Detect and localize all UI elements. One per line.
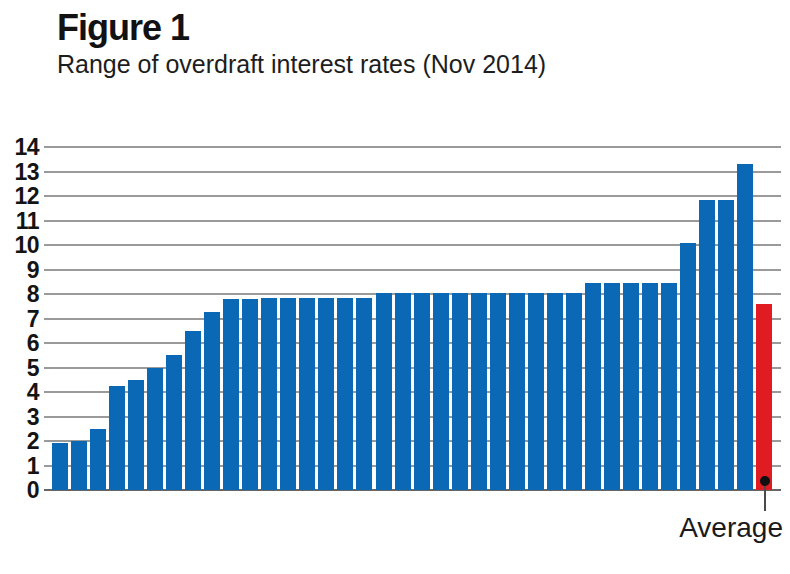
rate-bar bbox=[71, 441, 87, 490]
y-axis-tick-label: 6 bbox=[0, 331, 39, 355]
y-axis-tick-label: 13 bbox=[0, 160, 39, 184]
rate-bar bbox=[242, 299, 258, 490]
gridline bbox=[44, 244, 781, 246]
rate-bar bbox=[661, 283, 677, 490]
rate-bar bbox=[185, 331, 201, 490]
figure-panel: Figure 1 Range of overdraft interest rat… bbox=[0, 0, 790, 574]
rate-bar bbox=[433, 293, 449, 490]
rate-bar bbox=[223, 299, 239, 490]
y-axis-tick-label: 12 bbox=[0, 184, 39, 208]
y-axis-tick-label: 1 bbox=[0, 454, 39, 478]
y-axis-tick-label: 11 bbox=[0, 209, 39, 233]
bar-chart: 01234567891011121314 bbox=[0, 0, 790, 574]
rate-bar bbox=[52, 443, 68, 490]
rate-bar bbox=[318, 298, 334, 490]
rate-bar bbox=[547, 293, 563, 490]
average-label: Average bbox=[679, 512, 783, 544]
y-axis-tick-label: 2 bbox=[0, 429, 39, 453]
rate-bar bbox=[623, 283, 639, 490]
rate-bar bbox=[166, 355, 182, 490]
rate-bar bbox=[718, 200, 734, 490]
gridline bbox=[44, 195, 781, 197]
rate-bar bbox=[280, 298, 296, 490]
gridline bbox=[44, 220, 781, 222]
y-axis-tick-label: 0 bbox=[0, 478, 39, 502]
y-axis-tick-label: 9 bbox=[0, 258, 39, 282]
rate-bar bbox=[528, 293, 544, 490]
rate-bar bbox=[147, 368, 163, 491]
y-axis-tick-label: 5 bbox=[0, 356, 39, 380]
rate-bar bbox=[395, 293, 411, 490]
rate-bar bbox=[261, 298, 277, 490]
rate-bar bbox=[737, 164, 753, 490]
gridline bbox=[44, 269, 781, 271]
rate-bar bbox=[299, 298, 315, 490]
rate-bar bbox=[356, 298, 372, 490]
y-axis-tick-label: 10 bbox=[0, 233, 39, 257]
rate-bar bbox=[471, 293, 487, 490]
rate-bar bbox=[699, 200, 715, 490]
rate-bar bbox=[509, 293, 525, 490]
rate-bar bbox=[585, 283, 601, 490]
y-axis-tick-label: 14 bbox=[0, 135, 39, 159]
rate-bar bbox=[566, 293, 582, 490]
y-axis-tick-label: 8 bbox=[0, 282, 39, 306]
gridline bbox=[44, 171, 781, 173]
y-axis-tick-label: 3 bbox=[0, 405, 39, 429]
rate-bar bbox=[642, 283, 658, 490]
y-axis-tick-label: 7 bbox=[0, 307, 39, 331]
average-bar bbox=[756, 304, 772, 490]
rate-bar bbox=[414, 293, 430, 490]
rate-bar bbox=[128, 380, 144, 490]
rate-bar bbox=[452, 293, 468, 490]
rate-bar bbox=[376, 293, 392, 490]
rate-bar bbox=[204, 312, 220, 490]
rate-bar bbox=[109, 386, 125, 490]
rate-bar bbox=[604, 283, 620, 490]
average-callout-line bbox=[764, 486, 766, 511]
rate-bar bbox=[680, 243, 696, 490]
y-axis-tick-label: 4 bbox=[0, 380, 39, 404]
gridline bbox=[44, 146, 781, 148]
rate-bar bbox=[90, 429, 106, 490]
rate-bar bbox=[490, 293, 506, 490]
rate-bar bbox=[337, 298, 353, 490]
